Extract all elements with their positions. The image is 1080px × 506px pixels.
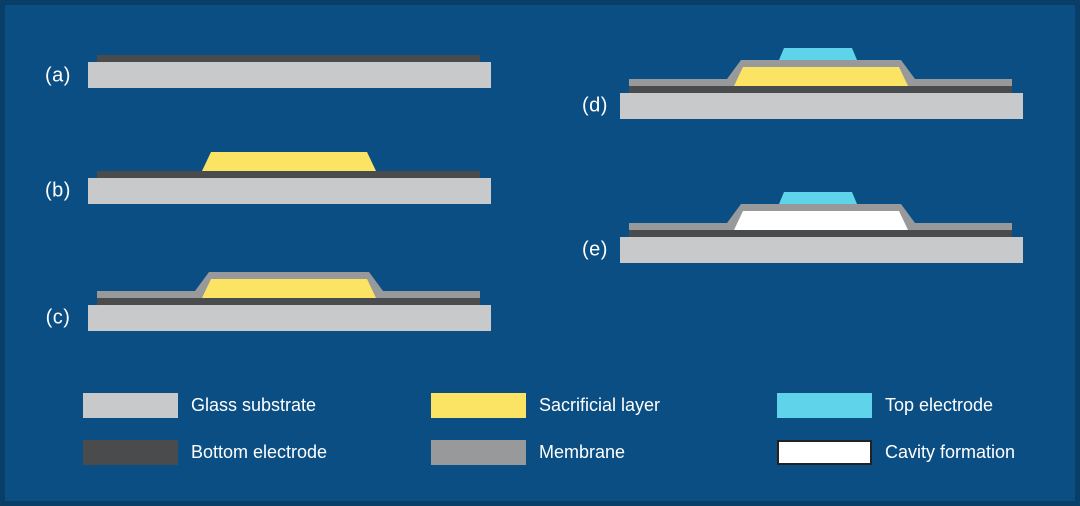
glass-substrate-shape [620,93,1023,119]
legend-swatch-sacrificial-layer [431,393,526,418]
legend-item-membrane: Membrane [431,440,625,465]
bottom-electrode-shape [97,171,480,178]
legend-label-top-electrode: Top electrode [885,395,994,415]
step-e [620,192,1023,263]
step-b [88,152,491,204]
step-label-d: (d) [582,94,608,117]
legend-item-sacrificial-layer: Sacrificial layer [431,393,660,418]
glass-substrate-shape [620,237,1023,263]
cavity-shape [734,211,908,230]
step-label-c: (c) [45,306,71,329]
step-d [620,48,1023,119]
bottom-electrode-shape [629,86,1012,93]
legend-item-bottom-electrode: Bottom electrode [83,440,327,465]
legend-label-sacrificial-layer: Sacrificial layer [539,395,661,415]
step-c [88,272,491,331]
sacrificial-layer-shape [202,279,376,298]
sacrificial-layer-shape [734,67,908,86]
bottom-electrode-shape [629,230,1012,237]
step-label-a: (a) [45,64,71,87]
legend-item-cavity-formation: Cavity formation [777,440,1015,465]
legend-label-bottom-electrode: Bottom electrode [191,442,328,462]
glass-substrate-shape [88,62,491,88]
sacrificial-layer-shape [202,152,376,171]
legend-label-glass-substrate: Glass substrate [191,395,317,415]
glass-substrate-shape [88,178,491,204]
bottom-electrode-shape [97,55,480,62]
step-a [88,55,491,88]
legend-item-top-electrode: Top electrode [777,393,993,418]
legend-item-glass-substrate: Glass substrate [83,393,316,418]
legend-swatch-bottom-electrode [83,440,178,465]
legend-swatch-membrane [431,440,526,465]
legend-swatch-cavity-formation [777,440,872,465]
glass-substrate-shape [88,305,491,331]
step-label-b: (b) [45,179,71,202]
legend-label-cavity-formation: Cavity formation [885,442,1016,462]
bottom-electrode-shape [97,298,480,305]
top-electrode-shape [779,48,857,60]
legend-swatch-top-electrode [777,393,872,418]
top-electrode-shape [779,192,857,204]
legend-label-membrane: Membrane [539,442,626,462]
legend-swatch-glass-substrate [83,393,178,418]
step-label-e: (e) [582,238,608,261]
